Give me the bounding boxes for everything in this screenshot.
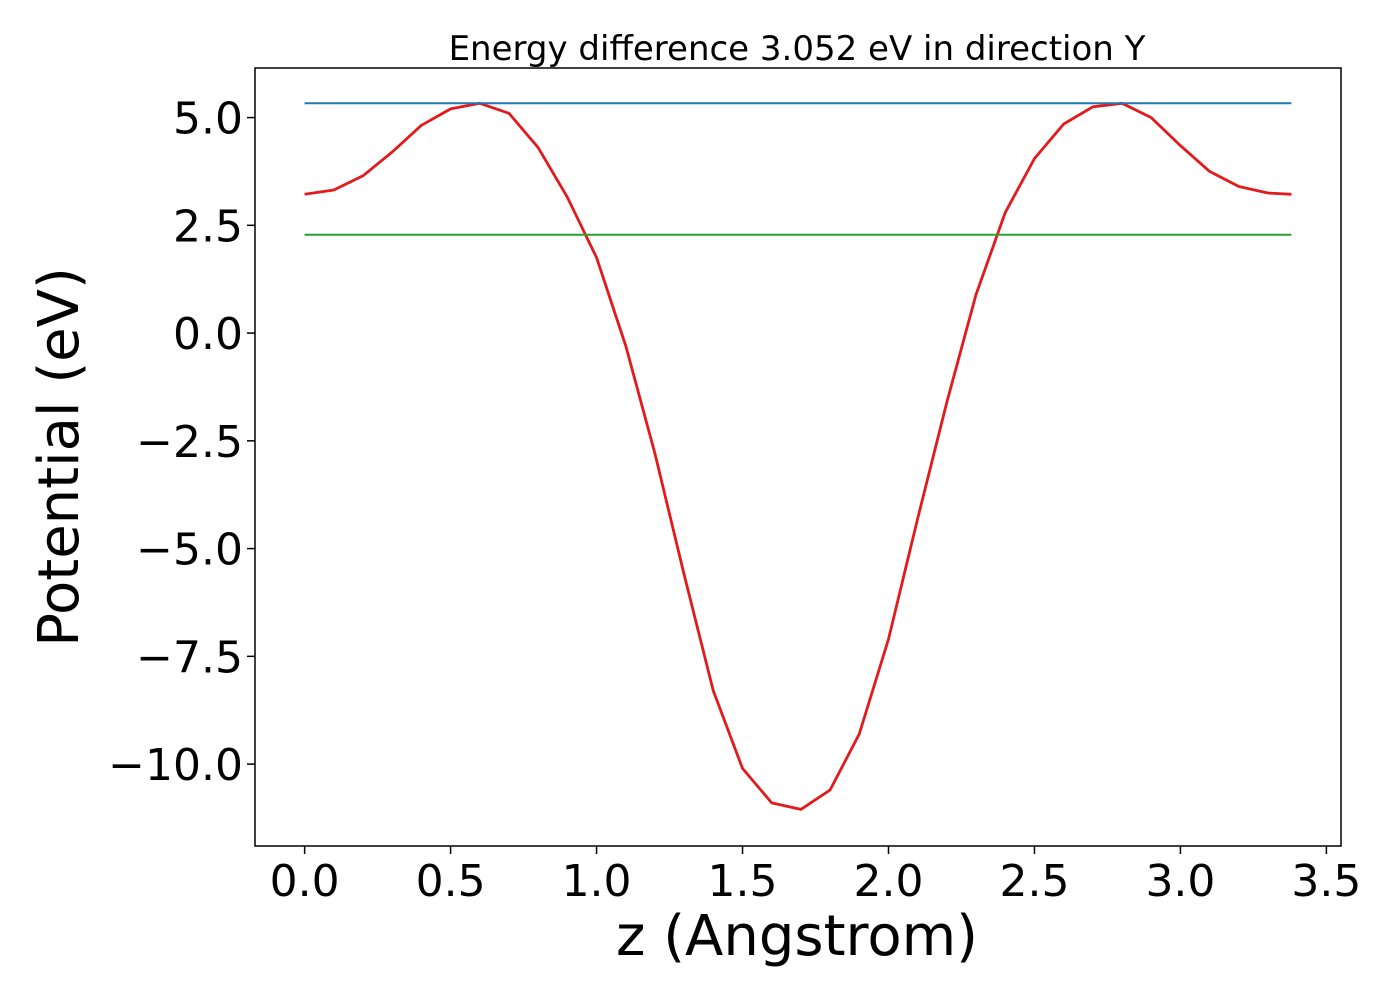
x-tick-label: 3.5 — [1291, 856, 1361, 907]
x-tick-label: 1.5 — [708, 856, 778, 907]
y-tick-label: 5.0 — [173, 94, 243, 145]
y-tick-label: −7.5 — [136, 632, 243, 683]
y-axis: 5.0 2.5 0.0 −2.5 −5.0 −7.5 −10.0 — [108, 94, 255, 791]
x-tick-label: 2.0 — [854, 856, 924, 907]
y-tick-label: 0.0 — [173, 309, 243, 360]
x-tick-label: 1.0 — [562, 856, 632, 907]
x-tick-label: 3.0 — [1145, 856, 1215, 907]
y-tick-label: −10.0 — [108, 740, 243, 791]
y-tick-label: 2.5 — [173, 201, 243, 252]
x-tick-label: 0.0 — [270, 856, 340, 907]
x-axis-title: z (Angstrom) — [616, 904, 978, 969]
plot-area — [304, 101, 1292, 811]
x-tick-label: 2.5 — [999, 856, 1069, 907]
chart-title: Energy difference 3.052 eV in direction … — [449, 29, 1146, 69]
y-axis-title: Potential (eV) — [27, 267, 92, 647]
series-line-0 — [304, 101, 1292, 811]
x-tick-label: 0.5 — [416, 856, 486, 907]
x-axis: 0.0 0.5 1.0 1.5 2.0 2.5 3.0 3.5 — [270, 846, 1361, 907]
series-layer — [304, 101, 1292, 811]
plot-frame — [254, 67, 1342, 847]
y-tick-label: −5.0 — [136, 525, 243, 576]
y-tick-label: −2.5 — [136, 417, 243, 468]
